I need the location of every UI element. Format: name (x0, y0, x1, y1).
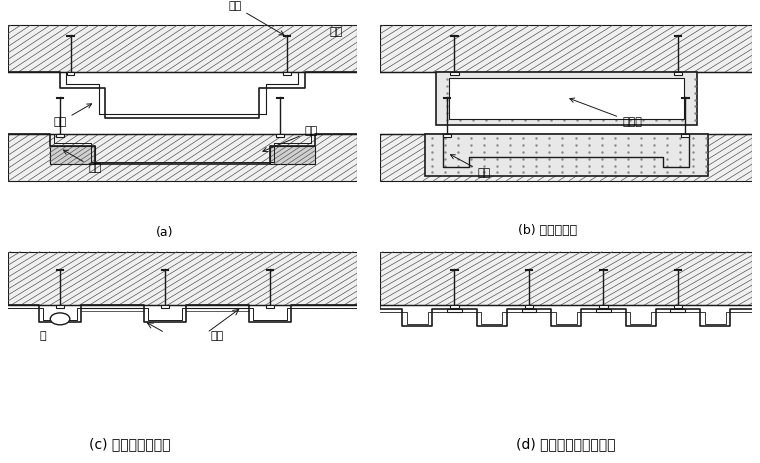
Bar (451, 72, 458, 75)
Text: 管材: 管材 (53, 104, 92, 127)
Bar (49, 146, 95, 164)
Bar (56, 305, 64, 307)
Bar (443, 134, 451, 137)
Bar (67, 72, 74, 75)
Bar (436, 72, 696, 125)
Circle shape (50, 313, 70, 325)
Text: 隔热材: 隔热材 (570, 98, 642, 127)
Text: 板材: 板材 (263, 126, 318, 152)
Bar (451, 305, 458, 307)
Text: 槫材: 槫材 (211, 331, 224, 341)
Bar (56, 134, 64, 137)
Text: (a): (a) (156, 226, 174, 239)
Text: (c) 管内可能清扫者: (c) 管内可能清扫者 (89, 437, 171, 450)
Bar (449, 77, 683, 119)
Bar (525, 305, 533, 307)
Bar (380, 252, 752, 305)
Bar (161, 305, 169, 307)
Bar (521, 309, 537, 312)
Bar (674, 72, 682, 75)
Text: 管: 管 (40, 331, 46, 341)
Text: (b) 使用隔热材: (b) 使用隔热材 (518, 224, 577, 237)
Bar (283, 72, 291, 75)
Text: 夹具: 夹具 (63, 150, 102, 173)
Bar (380, 134, 752, 181)
Bar (380, 25, 752, 72)
Text: (d) 管并列呈面状导水者: (d) 管并列呈面状导水者 (517, 437, 616, 450)
Bar (266, 305, 274, 307)
Bar (277, 134, 284, 137)
Bar (8, 134, 357, 181)
Bar (600, 305, 607, 307)
Bar (670, 309, 686, 312)
Bar (447, 309, 462, 312)
Text: 锚栓: 锚栓 (228, 1, 284, 35)
Bar (596, 309, 611, 312)
Text: 夹具: 夹具 (451, 155, 491, 178)
Bar (270, 146, 315, 164)
Bar (674, 305, 682, 307)
Bar (425, 134, 708, 176)
Bar (681, 134, 689, 137)
Bar (8, 25, 357, 72)
Text: 衬砌: 衬砌 (329, 27, 343, 38)
Bar (8, 252, 357, 305)
